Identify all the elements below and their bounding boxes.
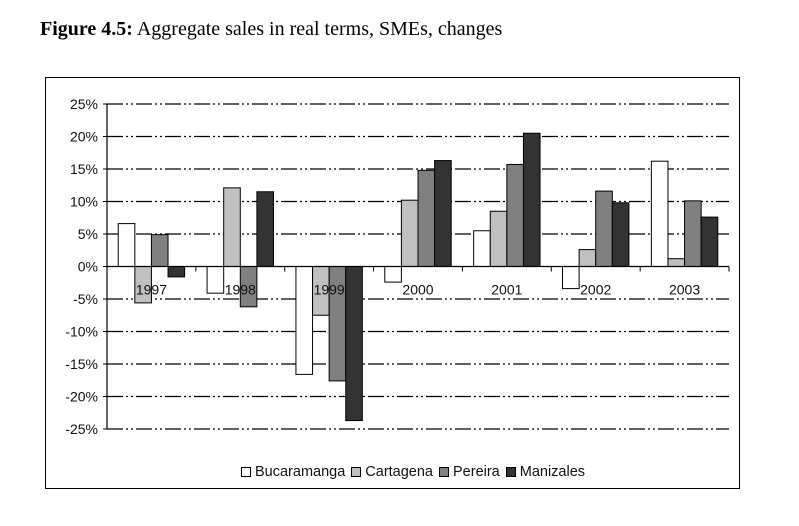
bar-manizales-2003 (700, 216, 719, 268)
y-tick-label: 25% (70, 96, 98, 112)
gridlines (107, 103, 729, 430)
bar-pereira-2002 (595, 190, 613, 268)
legend-swatch (351, 467, 362, 477)
legend: Bucaramanga Cartagena Pereira Manizales (241, 464, 591, 480)
x-tick-label: 2002 (580, 282, 611, 298)
x-tick-label: 1998 (225, 282, 256, 298)
bar-pereira-1997 (150, 234, 169, 267)
y-tick-label: -25% (65, 421, 98, 437)
bar-bucaramanga-2003 (650, 160, 669, 267)
bar-cartagena-2003 (667, 258, 686, 268)
x-tick-label: 2001 (491, 282, 522, 298)
y-tick-label: -15% (65, 356, 98, 372)
legend-label: Cartagena (365, 464, 433, 480)
bar-bucaramanga-1999 (295, 266, 314, 375)
y-axis-labels: 25% 20% 15% 10% 5% 0% -5% -10% -15% -20% -25% (65, 96, 98, 437)
bar-manizales-1998 (256, 191, 274, 267)
bar-cartagena-2001 (489, 210, 508, 267)
legend-label: Manizales (519, 464, 586, 480)
chart-frame (45, 77, 740, 489)
axes (103, 103, 730, 430)
legend-item-manizales: Manizales (505, 464, 586, 480)
legend-item-pereira: Pereira (439, 464, 500, 480)
bars (117, 132, 719, 422)
bar-manizales-1999 (345, 266, 363, 422)
figure-caption: Aggregate sales in real terms, SMEs, cha… (136, 18, 503, 40)
x-tick-label: 1999 (314, 282, 345, 298)
x-axis-labels: 1997 1998 1999 2000 2001 2002 2003 (136, 282, 701, 298)
bar-bucaramanga-1997 (117, 223, 136, 268)
legend-label: Pereira (453, 464, 500, 480)
figure-title: Figure 4.5: Aggregate sales in real term… (40, 18, 502, 41)
legend-swatch (505, 467, 516, 477)
bar-cartagena-2000 (400, 199, 419, 267)
bar-cartagena-2002 (578, 249, 597, 268)
bar-manizales-2000 (434, 160, 452, 267)
bar-pereira-2003 (684, 200, 702, 268)
y-tick-label: 10% (70, 194, 98, 210)
x-tick-label: 1997 (136, 282, 167, 298)
bar-manizales-2001 (522, 132, 541, 267)
bar-pereira-2001 (506, 163, 524, 267)
bar-bucaramanga-2002 (562, 266, 580, 290)
y-tick-label: 15% (70, 161, 98, 177)
x-tick-label: 2003 (669, 282, 700, 298)
bar-manizales-2002 (611, 202, 630, 268)
y-tick-label: 5% (78, 226, 98, 242)
legend-item-cartagena: Cartagena (351, 464, 433, 480)
bar-bucaramanga-1998 (206, 266, 225, 294)
bar-cartagena-1998 (223, 187, 241, 268)
figure-number: Figure 4.5: (40, 18, 133, 40)
bar-bucaramanga-2000 (384, 266, 402, 283)
x-tick-label: 2000 (402, 282, 433, 298)
y-tick-label: 0% (78, 259, 98, 275)
bar-pereira-2000 (417, 169, 436, 267)
legend-swatch (439, 467, 449, 477)
legend-item-bucaramanga: Bucaramanga (241, 464, 345, 480)
legend-label: Bucaramanga (255, 464, 346, 480)
y-tick-label: -10% (65, 324, 98, 340)
legend-swatch (241, 467, 251, 477)
bar-bucaramanga-2001 (473, 230, 491, 267)
bar-manizales-1997 (167, 266, 186, 278)
y-tick-label: 20% (70, 129, 98, 145)
y-tick-label: -5% (73, 291, 98, 307)
y-tick-label: -20% (65, 389, 98, 405)
